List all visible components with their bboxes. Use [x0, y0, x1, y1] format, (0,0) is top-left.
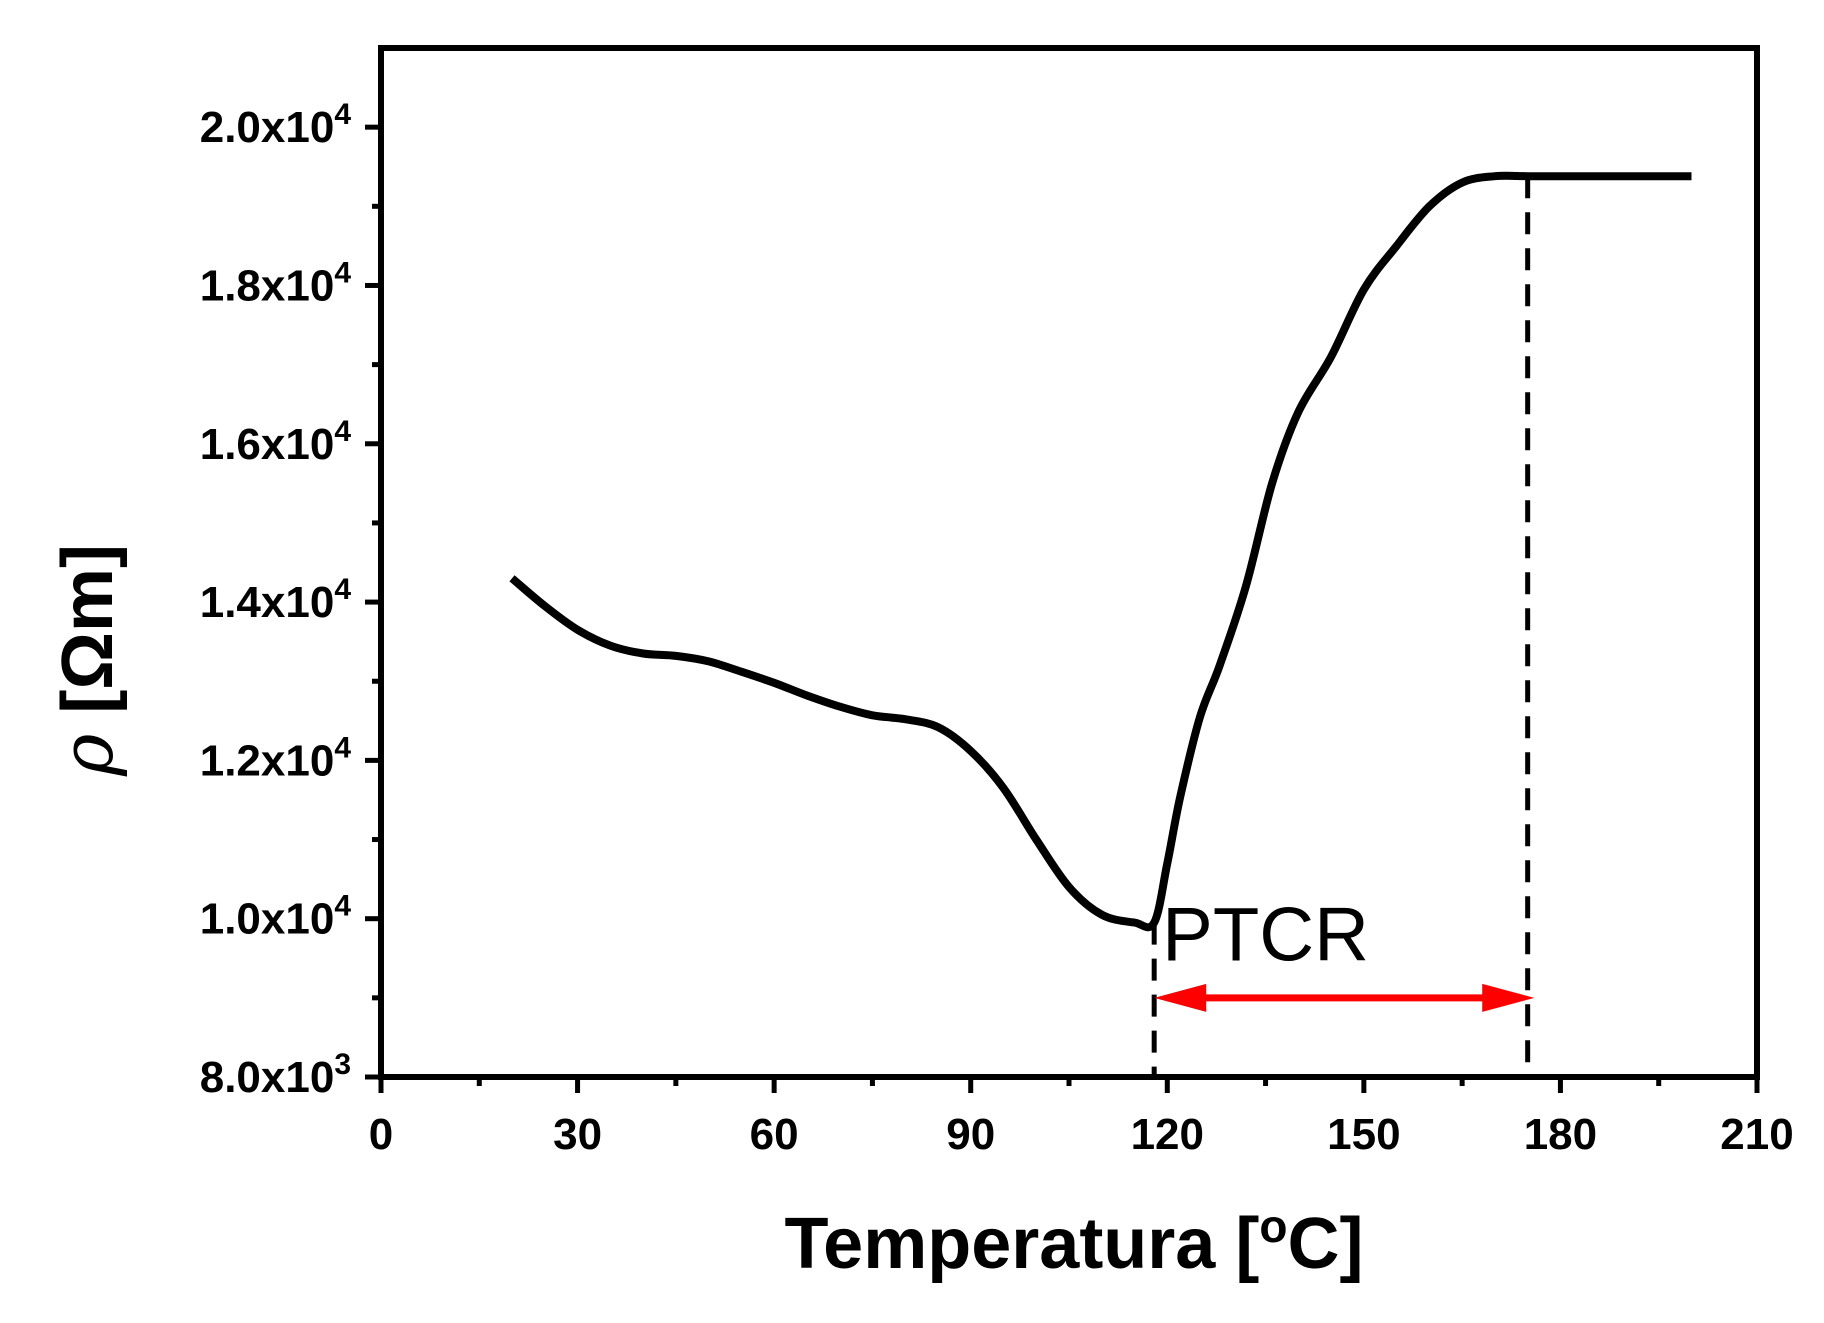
y-tick-exponent: 3	[334, 1048, 351, 1081]
y-tick-exponent: 4	[334, 98, 351, 131]
x-tick-label: 150	[1327, 1110, 1400, 1159]
y-tick-label: 8.0x103	[200, 1048, 351, 1102]
y-tick-exponent: 4	[334, 890, 351, 923]
y-tick-mantissa: 2.0x10	[200, 103, 335, 152]
y-tick-mantissa: 1.2x10	[200, 736, 335, 785]
x-axis-title-superscript: o	[1259, 1200, 1287, 1252]
dashed-guides	[1151, 176, 1531, 1077]
x-tick-label: 60	[750, 1110, 799, 1159]
y-tick-label: 1.2x104	[200, 731, 352, 785]
series-layer	[509, 171, 1692, 932]
x-axis-title: Temperatura [oC]	[785, 1200, 1364, 1284]
y-tick-mantissa: 1.6x10	[200, 420, 335, 469]
x-tick-label: 90	[946, 1110, 995, 1159]
y-tick-exponent: 4	[334, 256, 351, 289]
y-tick-mantissa: 1.0x10	[200, 895, 335, 944]
x-tick-label: 180	[1524, 1110, 1597, 1159]
y-tick-mantissa: 1.8x10	[200, 261, 335, 310]
y-tick-exponent: 4	[334, 731, 351, 764]
y-axis-title: ρ [Ωm]	[45, 544, 129, 777]
x-tick-label: 120	[1131, 1110, 1204, 1159]
ticks-layer	[365, 124, 1760, 1093]
x-tick-label: 30	[553, 1110, 602, 1159]
y-tick-exponent: 4	[334, 573, 351, 606]
plot-frame	[378, 45, 1760, 1080]
x-tick-label: 0	[369, 1110, 393, 1159]
ptcr-arrow-head-left	[1154, 983, 1207, 1012]
series-line-rho	[509, 171, 1692, 932]
y-tick-label: 1.0x104	[200, 890, 352, 944]
y-tick-mantissa: 8.0x10	[200, 1053, 335, 1102]
y-tick-exponent: 4	[334, 415, 351, 448]
y-tick-label: 1.4x104	[200, 573, 352, 627]
y-tick-label: 2.0x104	[200, 98, 352, 152]
ptcr-arrow-head-right	[1482, 983, 1535, 1012]
tick-labels-layer: 0 30 60 90 120 150 180 2108.0x1031.0x1041.2x104…	[200, 98, 1794, 1159]
y-tick-label: 1.8x104	[200, 256, 352, 310]
ptcr-label: PTCR	[1162, 893, 1369, 978]
annotation-layer: PTCR	[1154, 893, 1535, 1012]
y-tick-mantissa: 1.4x10	[200, 578, 335, 627]
x-tick-label: 210	[1720, 1110, 1793, 1159]
y-tick-label: 1.6x104	[200, 415, 352, 469]
